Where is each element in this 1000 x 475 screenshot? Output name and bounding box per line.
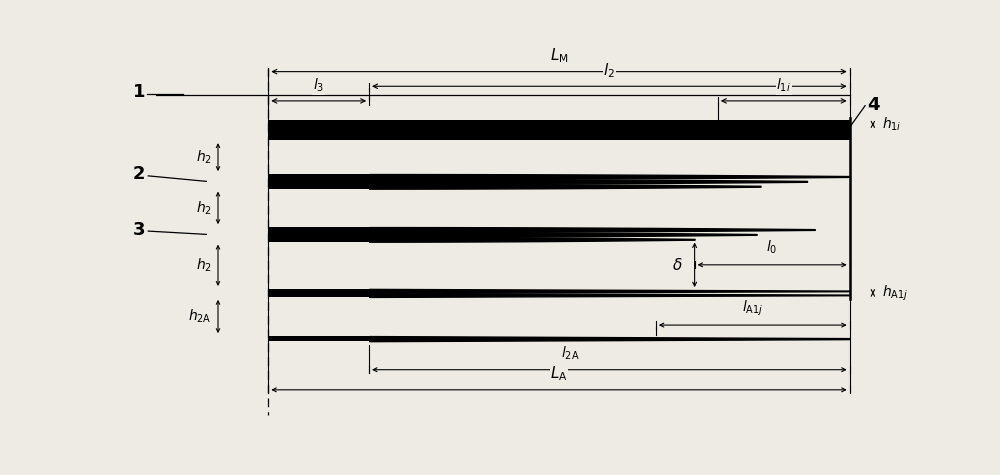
Text: $h_2$: $h_2$ (196, 256, 212, 274)
Text: 1: 1 (133, 83, 145, 101)
Text: $l_{2\mathrm{A}}$: $l_{2\mathrm{A}}$ (561, 345, 580, 362)
Text: $h_2$: $h_2$ (196, 199, 212, 217)
Text: 3: 3 (133, 220, 145, 238)
Bar (268, 120, 850, 140)
Text: $\delta$: $\delta$ (672, 257, 683, 273)
Text: $l_3$: $l_3$ (313, 77, 324, 95)
Text: $l_0$: $l_0$ (766, 238, 778, 256)
Text: $L_{\mathrm{A}}$: $L_{\mathrm{A}}$ (550, 364, 568, 382)
Text: $h_{2\mathrm{A}}$: $h_{2\mathrm{A}}$ (188, 308, 212, 325)
Text: $l_2$: $l_2$ (603, 61, 615, 80)
Text: $h_{\mathrm{A1}j}$: $h_{\mathrm{A1}j}$ (882, 283, 908, 303)
Text: 2: 2 (133, 165, 145, 183)
Bar (268, 289, 369, 297)
Bar (268, 336, 369, 341)
Text: $l_{1i}$: $l_{1i}$ (776, 77, 791, 95)
Text: $L_{\mathrm{M}}$: $L_{\mathrm{M}}$ (550, 47, 568, 65)
Text: 4: 4 (867, 95, 880, 114)
Bar (268, 227, 369, 242)
Bar (268, 174, 369, 189)
Text: $h_{1i}$: $h_{1i}$ (882, 116, 902, 133)
Text: $l_{\mathrm{A1}j}$: $l_{\mathrm{A1}j}$ (742, 298, 763, 318)
Text: $h_2$: $h_2$ (196, 148, 212, 166)
